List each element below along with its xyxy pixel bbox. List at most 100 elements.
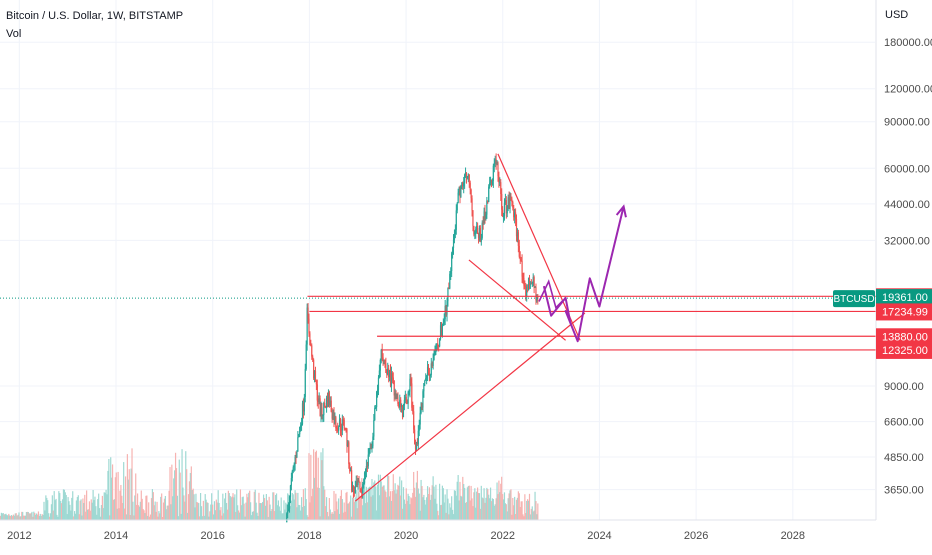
candle-body <box>375 407 376 408</box>
candle-body <box>344 420 345 429</box>
candle-body <box>321 407 322 415</box>
chart-title: Bitcoin / U.S. Dollar, 1W, BITSTAMP <box>6 10 183 22</box>
candle-body <box>475 229 476 232</box>
candle-body <box>457 203 458 210</box>
price-tag-label: 13880.00 <box>882 331 928 343</box>
candle-body <box>413 411 414 429</box>
candle-body <box>521 259 522 260</box>
candle-body <box>286 514 287 523</box>
candle-body <box>446 301 447 315</box>
time-tick-label: 2022 <box>491 530 515 542</box>
candle-body <box>297 437 298 451</box>
candle-body <box>288 509 289 511</box>
candle-body <box>305 369 306 397</box>
volume-bar <box>350 495 351 520</box>
candle-body <box>296 452 297 458</box>
candle-body <box>420 413 421 425</box>
candle-body <box>410 379 411 384</box>
candle-body <box>300 425 301 426</box>
candle-body <box>360 489 361 490</box>
candle-body <box>291 478 292 485</box>
candle-body <box>372 437 373 447</box>
candle-body <box>482 223 483 238</box>
price-tag-label: 12325.00 <box>882 345 928 357</box>
volume-bar <box>125 476 126 520</box>
volume-indicator-label[interactable]: Vol <box>6 28 21 40</box>
candle-body <box>439 339 440 346</box>
candle-body <box>472 210 473 226</box>
candle-body <box>512 202 513 208</box>
candle-body <box>353 486 354 491</box>
candle-body <box>458 193 459 203</box>
projection-path <box>544 207 624 342</box>
price-tick-label: 6600.00 <box>884 417 924 429</box>
candle-body <box>365 471 366 472</box>
candle-body <box>450 271 451 274</box>
price-tick-label: 60000.00 <box>884 163 930 175</box>
candle-body <box>374 408 375 420</box>
price-tick-label: 90000.00 <box>884 117 930 129</box>
candle-body <box>456 210 457 229</box>
price-tag-label: 19361.00 <box>882 292 928 304</box>
candle-body <box>340 419 341 429</box>
time-tick-label: 2028 <box>781 530 805 542</box>
candle-body <box>460 187 461 197</box>
candle-body <box>433 360 434 366</box>
candle-body <box>481 238 482 242</box>
candle-body <box>519 246 520 257</box>
time-tick-label: 2018 <box>297 530 321 542</box>
candle-body <box>452 248 453 253</box>
candle-body <box>467 176 468 178</box>
price-tag-label: 17234.99 <box>882 306 928 318</box>
candle-body <box>433 353 434 360</box>
candle-body <box>311 345 312 356</box>
candle-body <box>486 201 487 215</box>
candle-body <box>522 277 523 278</box>
volume-bar <box>186 469 187 520</box>
candle-body <box>406 397 407 400</box>
price-tick-label: 120000.00 <box>884 84 932 96</box>
candle-body <box>359 482 360 489</box>
candle-body <box>349 464 350 471</box>
volume-bar <box>537 503 538 520</box>
time-tick-label: 2026 <box>684 530 708 542</box>
candle-body <box>470 183 471 190</box>
candle-body <box>294 464 295 467</box>
candle-body <box>373 420 374 436</box>
candle-body <box>392 373 393 377</box>
candle-body <box>293 467 294 470</box>
candle-body <box>294 457 295 464</box>
candle-body <box>299 427 300 435</box>
candle-body <box>289 497 290 509</box>
candle-body <box>497 163 498 177</box>
candle-body <box>504 203 505 216</box>
candle-body <box>454 234 455 240</box>
candle-body <box>317 384 318 400</box>
candle-body <box>423 383 424 391</box>
candle-body <box>342 419 343 430</box>
price-tick-label: 3650.00 <box>884 485 924 497</box>
candle-body <box>411 383 412 407</box>
candle-body <box>338 427 339 431</box>
candle-body <box>494 163 495 165</box>
candle-body <box>419 425 420 431</box>
candle-body <box>363 483 364 484</box>
candle-body <box>377 390 378 392</box>
candle-body <box>464 175 465 183</box>
time-tick-label: 2014 <box>104 530 128 542</box>
candle-body <box>500 182 501 194</box>
candle-body <box>534 277 535 288</box>
price-scale-unit[interactable]: USD <box>885 9 908 21</box>
candle-body <box>322 415 323 416</box>
candle-body <box>400 400 401 407</box>
candle-body <box>426 376 427 378</box>
candle-body <box>424 381 425 383</box>
candle-body <box>428 367 429 374</box>
candle-body <box>376 392 377 407</box>
candle-body <box>404 400 405 406</box>
time-tick-label: 2012 <box>7 530 31 542</box>
candle-body <box>335 417 336 428</box>
candle-body <box>488 187 489 202</box>
